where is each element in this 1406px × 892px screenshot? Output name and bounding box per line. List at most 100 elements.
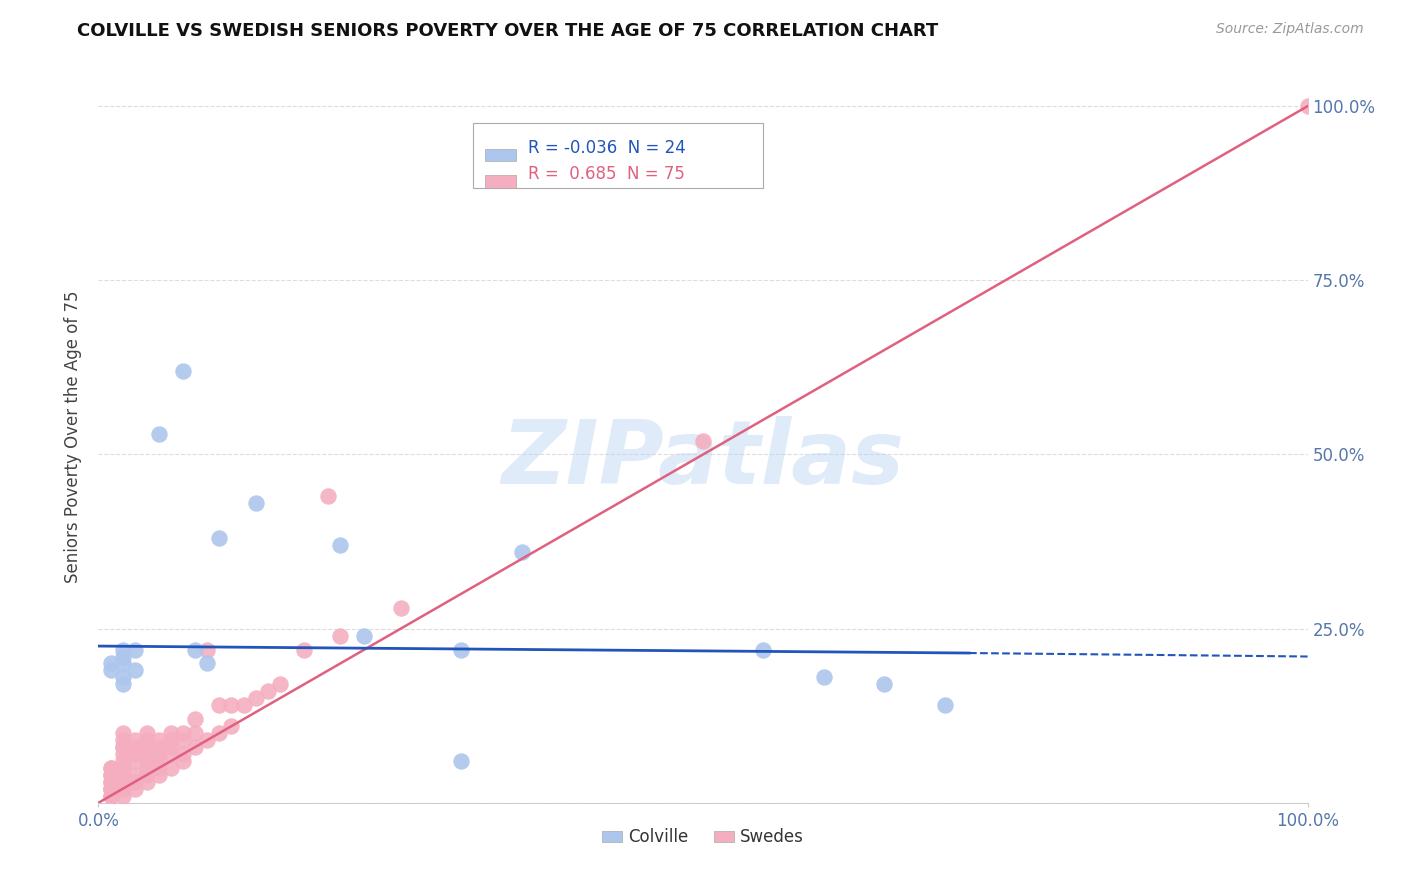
Point [692, 434, 714, 448]
Point [124, 664, 146, 678]
Point [100, 781, 122, 796]
Point [316, 489, 339, 503]
Text: ZIPatlas: ZIPatlas [502, 416, 904, 502]
Point [111, 761, 134, 775]
Point [184, 712, 207, 726]
Point [135, 740, 157, 755]
Point [160, 733, 183, 747]
FancyBboxPatch shape [485, 175, 516, 187]
Point [148, 733, 170, 747]
Point [752, 642, 775, 657]
Point [160, 761, 183, 775]
Point [329, 629, 352, 643]
Point [135, 754, 157, 768]
Point [813, 670, 835, 684]
Point [111, 747, 134, 761]
Point [208, 531, 231, 545]
Point [172, 747, 194, 761]
Point [208, 698, 231, 713]
Point [160, 747, 183, 761]
Point [450, 754, 472, 768]
Point [111, 754, 134, 768]
Point [111, 677, 134, 691]
Point [111, 768, 134, 782]
Point [100, 761, 122, 775]
FancyBboxPatch shape [474, 122, 763, 188]
Point [221, 719, 243, 733]
Point [148, 761, 170, 775]
Point [111, 642, 134, 657]
Point [124, 740, 146, 755]
Point [389, 600, 412, 615]
Point [184, 740, 207, 755]
Point [195, 642, 218, 657]
Point [111, 781, 134, 796]
Point [100, 781, 122, 796]
Point [100, 761, 122, 775]
Point [100, 789, 122, 803]
Point [148, 426, 170, 441]
Point [111, 775, 134, 789]
Point [184, 642, 207, 657]
Point [111, 657, 134, 671]
Point [353, 629, 375, 643]
Point [135, 733, 157, 747]
Point [135, 747, 157, 761]
Point [450, 642, 472, 657]
Point [100, 768, 122, 782]
Point [934, 698, 956, 713]
Point [111, 726, 134, 740]
Point [100, 768, 122, 782]
Point [148, 768, 170, 782]
Point [1296, 99, 1319, 113]
Point [208, 726, 231, 740]
Point [124, 747, 146, 761]
Point [124, 754, 146, 768]
Point [172, 733, 194, 747]
Point [292, 642, 315, 657]
Point [111, 649, 134, 664]
Text: Source: ZipAtlas.com: Source: ZipAtlas.com [1216, 22, 1364, 37]
Point [873, 677, 896, 691]
Point [100, 781, 122, 796]
Point [160, 740, 183, 755]
Point [111, 670, 134, 684]
Point [510, 545, 533, 559]
Point [135, 761, 157, 775]
Point [232, 698, 254, 713]
Point [111, 789, 134, 803]
Text: COLVILLE VS SWEDISH SENIORS POVERTY OVER THE AGE OF 75 CORRELATION CHART: COLVILLE VS SWEDISH SENIORS POVERTY OVER… [77, 22, 939, 40]
Point [124, 775, 146, 789]
Point [100, 775, 122, 789]
Text: R = -0.036  N = 24: R = -0.036 N = 24 [527, 138, 685, 157]
Point [100, 789, 122, 803]
Legend: Colville, Swedes: Colville, Swedes [595, 822, 811, 853]
Point [148, 754, 170, 768]
Point [329, 538, 352, 552]
Point [111, 733, 134, 747]
Point [184, 726, 207, 740]
Point [100, 664, 122, 678]
Point [124, 781, 146, 796]
Point [124, 642, 146, 657]
Point [111, 761, 134, 775]
Point [195, 733, 218, 747]
Text: R =  0.685  N = 75: R = 0.685 N = 75 [527, 165, 685, 183]
Point [148, 740, 170, 755]
Point [172, 726, 194, 740]
Point [111, 775, 134, 789]
Point [172, 754, 194, 768]
Point [221, 698, 243, 713]
Point [100, 775, 122, 789]
FancyBboxPatch shape [485, 149, 516, 161]
Point [124, 733, 146, 747]
Point [160, 726, 183, 740]
Point [269, 677, 291, 691]
Point [195, 657, 218, 671]
Y-axis label: Seniors Poverty Over the Age of 75: Seniors Poverty Over the Age of 75 [65, 291, 83, 583]
Point [172, 364, 194, 378]
Point [245, 691, 267, 706]
Point [111, 740, 134, 755]
Point [135, 726, 157, 740]
Point [111, 768, 134, 782]
